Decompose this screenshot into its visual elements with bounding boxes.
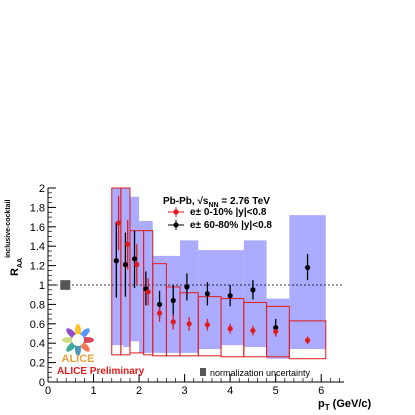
legend-label-1: e± 60-80% |y|<0.8 bbox=[190, 220, 272, 231]
systematic-boxes-0-10 bbox=[111, 187, 327, 360]
axes: 0 0.2 0.4 0.6 0.8 1 1.2 1.4 1.6 1.8 2 0 1 2 3 4 5 6pT (Ge… bbox=[5, 183, 372, 412]
norm-legend-box bbox=[200, 368, 206, 376]
red-point-10 bbox=[273, 328, 279, 335]
red-point-0 bbox=[115, 220, 122, 226]
y-tick-label-0: 0 bbox=[39, 377, 45, 389]
y-tick-label-6: 1.2 bbox=[30, 261, 45, 273]
y-tick-label-10: 2 bbox=[39, 183, 45, 195]
x-tick-label-3: 3 bbox=[182, 385, 188, 397]
red-point-5 bbox=[170, 319, 176, 325]
preliminary-label: ALICE Preliminary bbox=[57, 366, 145, 377]
y-axis-title: RAAinclusive-cocktail bbox=[5, 200, 24, 276]
y-tick-label-1: 0.2 bbox=[30, 358, 45, 370]
black-point-0 bbox=[113, 258, 119, 264]
red-point-9 bbox=[250, 327, 256, 334]
red-point-4 bbox=[156, 310, 163, 316]
black-point-8 bbox=[227, 293, 233, 299]
annotations: ALICE Preliminary normalization uncertain… bbox=[57, 366, 311, 378]
legend-label-0: e± 0-10% |y|<0.8 bbox=[190, 207, 267, 218]
x-tick-label-6: 6 bbox=[318, 385, 324, 397]
red-point-8 bbox=[227, 326, 233, 332]
black-point-7 bbox=[204, 291, 210, 297]
red-point-11 bbox=[304, 337, 311, 343]
black-point-4 bbox=[156, 301, 163, 307]
x-axis-title: pT (GeV/c) bbox=[318, 398, 372, 412]
x-tick-label-1: 1 bbox=[90, 385, 96, 397]
black-point-11 bbox=[304, 264, 311, 271]
alice-logo: ALICE bbox=[62, 324, 95, 365]
y-tick-label-4: 0.8 bbox=[30, 299, 45, 311]
norm-uncertainty-box bbox=[60, 280, 71, 290]
y-tick-label-9: 1.8 bbox=[30, 202, 45, 214]
logo-text: ALICE bbox=[62, 353, 95, 365]
legend-marker-0 bbox=[173, 209, 179, 215]
red-point-3 bbox=[145, 289, 151, 295]
x-tick-label-4: 4 bbox=[227, 385, 233, 397]
syst-band-0 bbox=[111, 188, 124, 346]
black-point-9 bbox=[250, 287, 256, 293]
black-point-5 bbox=[170, 297, 176, 304]
legend-marker-1 bbox=[173, 222, 179, 228]
red-point-7 bbox=[204, 322, 210, 328]
syst-band-9 bbox=[243, 240, 267, 348]
x-tick-label-5: 5 bbox=[273, 385, 279, 397]
red-point-1 bbox=[125, 241, 131, 247]
black-point-2 bbox=[131, 256, 138, 262]
logo-center bbox=[72, 334, 84, 346]
normalization-box bbox=[60, 280, 71, 290]
y-tick-label-8: 1.6 bbox=[30, 222, 45, 234]
syst-band-7 bbox=[198, 250, 222, 350]
y-tick-label-2: 0.4 bbox=[30, 338, 45, 350]
y-tick-label-3: 0.6 bbox=[30, 319, 45, 331]
y-tick-label-5: 1 bbox=[39, 280, 45, 292]
syst-band-6 bbox=[180, 240, 199, 353]
y-tick-label-7: 1.4 bbox=[30, 241, 45, 253]
legend-title: Pb-Pb, √sNN = 2.76 TeV bbox=[163, 196, 270, 209]
red-point-6 bbox=[186, 321, 192, 327]
syst-band-8 bbox=[221, 250, 244, 346]
data-markers bbox=[113, 220, 311, 343]
syst-band-11 bbox=[289, 215, 326, 350]
black-point-6 bbox=[184, 284, 190, 290]
black-point-10 bbox=[273, 325, 279, 331]
x-tick-label-0: 0 bbox=[45, 385, 51, 397]
syst-band-1 bbox=[123, 188, 130, 348]
black-point-1 bbox=[122, 262, 129, 268]
normalization-label: normalization uncertainty bbox=[210, 368, 311, 378]
syst-box-11 bbox=[288, 320, 327, 360]
x-tick-label-2: 2 bbox=[136, 385, 142, 397]
red-point-2 bbox=[134, 262, 140, 268]
